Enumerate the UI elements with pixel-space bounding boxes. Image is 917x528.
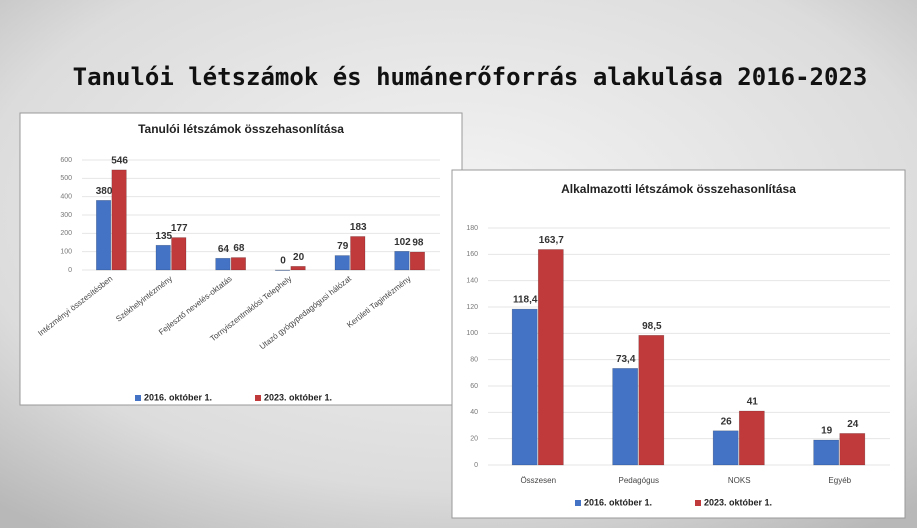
bar <box>350 236 366 271</box>
bar <box>537 249 564 466</box>
chart-title: Tanulói létszámok összehasonlítása <box>138 122 344 136</box>
legend-swatch <box>255 395 261 401</box>
y-tick-label: 120 <box>466 304 478 311</box>
x-tick-label: Pedagógus <box>619 476 659 485</box>
y-tick-label: 80 <box>470 357 478 364</box>
y-tick-label: 0 <box>474 462 478 469</box>
bar <box>290 266 306 271</box>
legend-label: 2016. október 1. <box>584 497 652 507</box>
bar <box>275 269 291 271</box>
bar <box>738 410 765 466</box>
value-label: 135 <box>155 231 172 242</box>
bar <box>96 200 112 271</box>
legend-swatch <box>135 395 141 401</box>
legend-swatch <box>695 500 701 506</box>
y-tick-label: 160 <box>466 251 478 258</box>
value-label: 102 <box>394 237 411 248</box>
value-label: 163,7 <box>539 235 564 246</box>
bar <box>230 257 246 271</box>
y-tick-label: 40 <box>470 409 478 416</box>
bar <box>409 251 425 271</box>
value-label: 177 <box>171 223 188 234</box>
y-tick-label: 500 <box>60 175 72 182</box>
y-tick-label: 20 <box>470 436 478 443</box>
bar <box>394 251 410 271</box>
bar <box>334 255 350 271</box>
value-label: 26 <box>721 416 733 427</box>
bar <box>712 430 739 466</box>
value-label: 183 <box>350 222 367 233</box>
y-tick-label: 140 <box>466 278 478 285</box>
value-label: 0 <box>280 256 286 267</box>
bar <box>839 433 866 466</box>
value-label: 73,4 <box>616 354 636 365</box>
y-tick-label: 300 <box>60 212 72 219</box>
x-tick-label: Egyéb <box>828 476 851 485</box>
chart-title: Alkalmazotti létszámok összehasonlítása <box>561 182 796 196</box>
value-label: 98 <box>412 238 424 249</box>
legend-swatch <box>575 500 581 506</box>
x-tick-label: Összesen <box>520 476 556 485</box>
bar <box>155 244 171 271</box>
value-label: 19 <box>821 426 833 437</box>
value-label: 118,4 <box>513 295 538 306</box>
y-tick-label: 400 <box>60 194 72 201</box>
y-tick-label: 600 <box>60 157 72 164</box>
bar <box>612 368 639 466</box>
value-label: 64 <box>218 244 230 255</box>
y-tick-label: 180 <box>466 225 478 232</box>
bar <box>813 439 840 466</box>
y-tick-label: 60 <box>470 383 478 390</box>
value-label: 20 <box>293 252 305 263</box>
legend-label: 2023. október 1. <box>704 497 772 507</box>
value-label: 380 <box>96 186 113 197</box>
bar <box>111 169 127 271</box>
value-label: 546 <box>111 156 128 167</box>
legend-label: 2023. október 1. <box>264 392 332 402</box>
value-label: 79 <box>337 241 349 252</box>
bar <box>511 308 538 466</box>
y-tick-label: 100 <box>60 249 72 256</box>
y-tick-label: 0 <box>68 267 72 274</box>
y-tick-label: 200 <box>60 230 72 237</box>
bar <box>171 237 187 271</box>
value-label: 41 <box>747 397 759 408</box>
bar <box>215 257 231 271</box>
value-label: 24 <box>847 419 859 430</box>
x-tick-label: NOKS <box>728 476 751 485</box>
value-label: 98,5 <box>642 321 662 332</box>
bar <box>638 335 665 466</box>
slide-title: Tanulói létszámok és humánerőforrás alak… <box>73 63 868 91</box>
legend-label: 2016. október 1. <box>144 392 212 402</box>
value-label: 68 <box>233 243 245 254</box>
y-tick-label: 100 <box>466 330 478 337</box>
